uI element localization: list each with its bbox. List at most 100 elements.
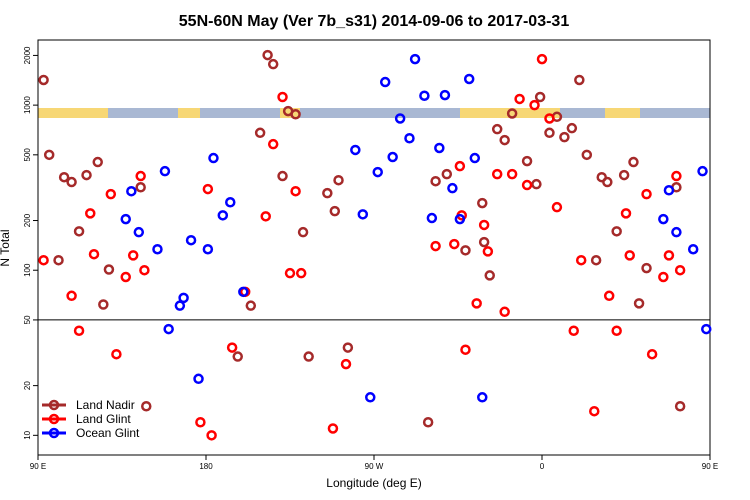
point [463,73,475,85]
point [85,208,96,219]
point [322,187,333,199]
point [484,270,495,281]
point [449,238,460,250]
point [120,271,131,283]
legend-marker [48,399,60,411]
y-axis-title: N Total [0,229,12,266]
point [646,348,658,360]
point [521,179,533,191]
point [38,254,49,266]
point [551,201,563,213]
point [73,325,85,336]
y-tick-label: 1000 [23,96,32,114]
point [426,212,438,224]
point [92,156,103,168]
point [225,197,236,208]
point [105,188,117,200]
point [534,91,546,103]
point [139,264,150,276]
point [701,323,712,335]
series [38,53,686,441]
point [267,58,279,70]
point [206,430,217,441]
y-tick-label: 10 [23,430,32,439]
point [469,152,481,164]
point [88,248,100,260]
point [529,99,540,111]
point [602,176,613,188]
point [267,138,279,150]
point [460,245,471,256]
legend-marker [48,427,60,439]
point [430,175,441,187]
point [454,213,466,225]
point [350,144,361,156]
point [641,188,652,200]
point [574,74,585,86]
point [135,182,146,193]
point [460,344,471,355]
point [544,127,555,139]
point [478,219,490,231]
point [217,210,229,221]
point [531,178,542,190]
point [295,267,307,279]
point [454,160,466,172]
point [290,185,301,197]
point [566,122,578,134]
x-tick-label: 180 [199,462,213,471]
point [506,108,518,119]
point [544,113,555,124]
series [38,49,686,428]
point [53,254,64,266]
y-tick-label: 200 [23,213,32,227]
point [327,423,339,434]
point [439,89,451,101]
point [491,168,503,180]
map-ocean [108,108,178,118]
point [66,290,77,302]
point [641,262,652,274]
point [471,298,482,309]
point [174,300,186,311]
point [58,171,70,183]
point [159,165,171,177]
point [185,234,197,246]
point [422,416,434,428]
point [409,53,421,65]
point [303,351,314,362]
legend-label: Land Nadir [76,398,135,412]
point [357,209,369,220]
point [43,149,55,161]
point [333,174,344,186]
point [499,134,510,146]
point [589,405,600,417]
point [135,170,146,182]
point [658,271,669,283]
point [628,156,639,168]
point [193,373,204,385]
point [671,226,682,238]
point [238,286,249,298]
point [277,91,288,103]
legend-marker [48,413,60,425]
point [163,323,174,335]
point [671,170,682,182]
point [226,342,238,353]
map-ocean [300,108,460,118]
map-ocean [560,108,605,118]
point [674,264,686,276]
point [536,53,548,65]
point [342,342,354,353]
point [387,151,398,163]
point [611,325,622,336]
point [478,236,490,248]
point [447,182,458,194]
x-tick-label: 90 E [702,462,718,471]
point [618,169,630,181]
point [394,113,406,124]
x-tick-label: 90 W [365,462,384,471]
point [133,226,145,238]
point [620,208,632,219]
point [103,264,115,275]
